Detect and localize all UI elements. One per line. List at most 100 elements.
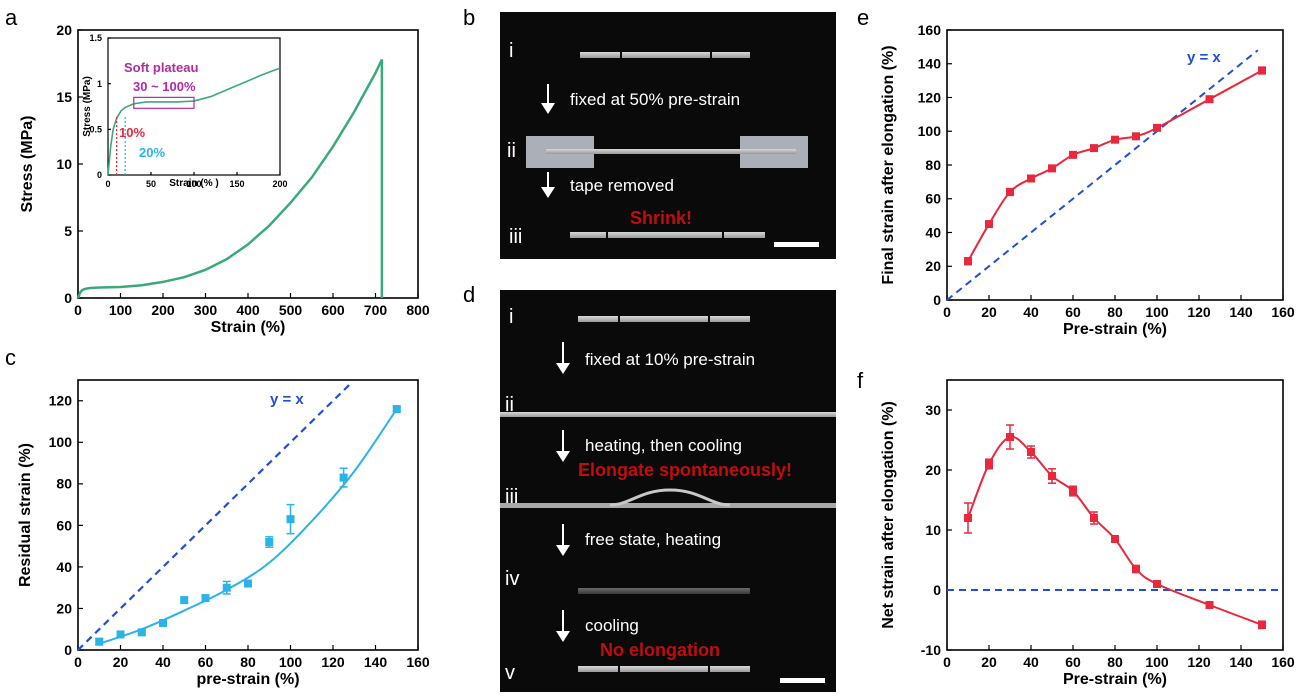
- x-tick-label: 50: [146, 179, 156, 189]
- down-arrow-icon: [556, 342, 570, 374]
- scale-bar: [780, 678, 825, 683]
- step-text-cooling: cooling: [585, 616, 639, 635]
- y-tick-label: 60: [56, 517, 72, 533]
- data-point: [392, 405, 401, 414]
- y-tick-label: 100: [49, 434, 73, 450]
- step-label-v: v: [505, 662, 515, 684]
- sample-strip-ii: [500, 412, 836, 417]
- y-tick-label: 10: [56, 156, 72, 172]
- data-point: [159, 619, 167, 627]
- data-point: [180, 596, 189, 605]
- y-axis-label: Stress (MPa): [19, 116, 36, 213]
- x-tick-label: 120: [1187, 654, 1211, 670]
- data-point: [339, 473, 348, 482]
- data-point: [95, 637, 104, 646]
- x-tick-label: 40: [1023, 654, 1039, 670]
- y-tick-label: 120: [918, 89, 942, 105]
- y-axis-label: Stress (MPa): [82, 76, 93, 137]
- data-point: [1048, 472, 1056, 480]
- x-tick-label: 60: [1065, 654, 1081, 670]
- panel-letter-f: f: [857, 368, 864, 393]
- down-arrow-icon: [541, 84, 555, 114]
- step-text-fixed-50: fixed at 50% pre-strain: [570, 90, 741, 109]
- data-point: [137, 628, 146, 637]
- sample-strip-iii: [570, 232, 765, 238]
- panel-letter-b: b: [463, 5, 476, 30]
- x-tick-label: 0: [74, 302, 82, 318]
- photo-panel-b: i fixed at 50% pre-strain ii tape remove…: [500, 12, 836, 259]
- panel-letter-a: a: [5, 5, 18, 30]
- down-arrow-icon: [556, 610, 570, 642]
- y-tick-label: 60: [925, 191, 941, 207]
- x-tick-label: 160: [1271, 654, 1295, 670]
- down-arrow-icon: [556, 430, 570, 462]
- x-tick-label: 100: [109, 302, 133, 318]
- x-tick-label: 300: [194, 302, 218, 318]
- panel-letter-c: c: [5, 345, 16, 370]
- y-tick-label: 100: [918, 123, 942, 139]
- x-tick-label: 600: [321, 302, 345, 318]
- sample-strip-i: [578, 316, 750, 322]
- x-tick-label: 160: [1271, 304, 1295, 320]
- y-tick-label: 0: [97, 170, 102, 180]
- y-tick-label: 40: [56, 559, 72, 575]
- photo-panel-d: i fixed at 10% pre-strain ii heating, th…: [500, 290, 836, 692]
- step-text-free-state: free state, heating: [585, 530, 722, 549]
- x-axis-label: Strain (%): [211, 319, 286, 336]
- net-strain-curve: [967, 435, 1263, 626]
- x-tick-label: 0: [105, 179, 110, 189]
- data-point: [1111, 135, 1119, 144]
- reference-label: y = x: [270, 391, 304, 408]
- highlight-no-elongation: No elongation: [600, 640, 720, 660]
- y-tick-label: 120: [49, 393, 73, 409]
- x-tick-label: 40: [155, 654, 171, 670]
- x-tick-label: 200: [272, 179, 287, 189]
- y-tick-label: 0: [64, 290, 72, 306]
- y-tick-label: 80: [56, 476, 72, 492]
- step-label-ii: ii: [505, 394, 514, 416]
- x-tick-label: 400: [236, 302, 260, 318]
- data-point: [1069, 487, 1077, 495]
- y-tick-label: 0: [64, 642, 72, 658]
- data-point: [964, 514, 972, 522]
- inset-curve: [107, 67, 281, 176]
- y-tick-label: 160: [918, 22, 942, 38]
- data-point: [985, 460, 993, 468]
- x-tick-label: 0: [943, 304, 951, 320]
- sample-strip-i: [580, 52, 750, 58]
- step-text-heating-cooling: heating, then cooling: [585, 436, 742, 455]
- x-tick-label: 500: [279, 302, 303, 318]
- chart-f-net-strain: 0 20 40 60 80 100 120 140 160-100102030Pre-strai…: [880, 379, 1295, 688]
- down-arrow-icon: [556, 524, 570, 556]
- step-label-i: i: [509, 306, 514, 328]
- x-tick-label: 20: [981, 304, 997, 320]
- highlight-elongate: Elongate spontaneously!: [578, 460, 793, 480]
- x-tick-label: 120: [1187, 304, 1211, 320]
- x-tick-label: 140: [364, 654, 388, 670]
- x-tick-label: 40: [1023, 304, 1039, 320]
- annotation-20-percent: 20%: [139, 145, 165, 160]
- panel-letter-d: d: [463, 282, 476, 307]
- annotation-soft-plateau: Soft plateau: [124, 60, 198, 75]
- data-point: [1090, 514, 1098, 522]
- x-tick-label: 100: [1145, 654, 1169, 670]
- x-tick-label: 140: [1229, 654, 1253, 670]
- y-tick-label: 20: [56, 600, 72, 616]
- x-tick-label: 160: [406, 654, 430, 670]
- data-point: [1090, 144, 1098, 153]
- data-point: [1048, 164, 1056, 173]
- data-point: [1153, 123, 1161, 132]
- annotation-plateau-range: 30 ~ 100%: [133, 79, 196, 94]
- y-tick-label: 10: [925, 522, 941, 538]
- y-tick-label: 20: [925, 462, 941, 478]
- x-axis-label: Pre-strain (%): [1063, 671, 1167, 688]
- y-axis-label: Net strain after elongation (%): [880, 401, 897, 629]
- x-tick-label: 150: [229, 179, 244, 189]
- data-point: [1006, 433, 1014, 441]
- reference-label: y = x: [1187, 49, 1221, 66]
- data-point: [1153, 580, 1161, 588]
- y-tick-label: -10: [921, 642, 941, 658]
- data-point: [244, 579, 252, 588]
- data-point: [286, 515, 295, 524]
- data-point: [1132, 132, 1140, 141]
